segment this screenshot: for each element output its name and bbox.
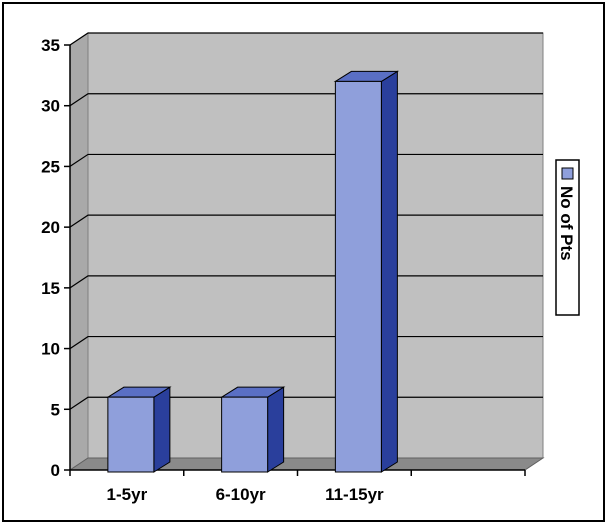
- bar: [333, 70, 400, 473]
- y-tick-label: 0: [51, 461, 60, 480]
- bars: [106, 70, 400, 473]
- bar-front: [334, 80, 382, 473]
- bar: [219, 386, 286, 473]
- x-tick-label: 6-10yr: [216, 485, 266, 504]
- y-tick-label: 25: [41, 157, 60, 176]
- bar: [106, 386, 172, 473]
- bar-side: [153, 386, 171, 473]
- y-tick-label: 10: [41, 340, 60, 359]
- gridline: [69, 32, 543, 46]
- y-tick-label: 15: [41, 279, 60, 298]
- side-wall: [69, 32, 89, 471]
- y-tick-labels: 0 5 10 15 20 25 30 35: [41, 36, 60, 480]
- legend: No of Pts: [555, 159, 580, 316]
- x-tick-label: 11-15yr: [325, 485, 384, 504]
- legend-box: [555, 159, 580, 316]
- x-tick-labels: 1-5yr 6-10yr 11-15yr: [107, 485, 385, 504]
- bar-side: [267, 386, 285, 473]
- x-tick-label: 1-5yr: [107, 485, 148, 504]
- y-tick-label: 35: [41, 36, 60, 55]
- bar-front: [107, 396, 155, 473]
- y-tick-label: 20: [41, 218, 60, 237]
- y-tick-label: 5: [51, 400, 60, 419]
- bar-front: [221, 396, 269, 473]
- legend-label: No of Pts: [557, 186, 576, 261]
- legend-swatch: [561, 167, 574, 180]
- chart-walls: [68, 32, 545, 471]
- y-tick-label: 30: [41, 97, 60, 116]
- bar-side: [380, 70, 398, 473]
